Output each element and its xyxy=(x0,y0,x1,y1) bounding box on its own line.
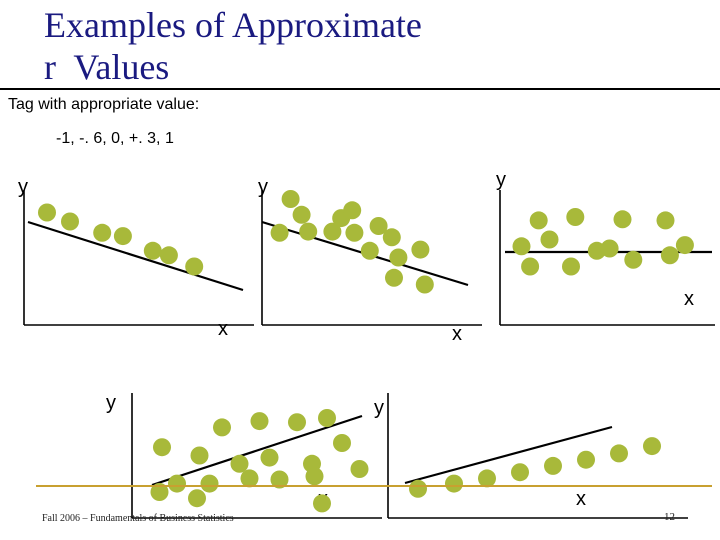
plot2-point xyxy=(385,268,403,287)
plot3-point xyxy=(512,237,531,256)
plot1-point xyxy=(93,223,112,242)
plot3-x-label: x xyxy=(684,288,694,310)
plot4-point xyxy=(213,418,231,437)
plot4-point xyxy=(333,434,351,452)
plot4-y-label: y xyxy=(106,392,116,414)
plot4-point xyxy=(288,413,306,432)
plot3-point xyxy=(675,236,694,255)
plot4-point xyxy=(270,470,289,489)
plot1-point xyxy=(143,241,162,260)
plot5-x-label: x xyxy=(576,488,586,510)
plot2-point xyxy=(343,201,362,220)
plot4-point xyxy=(313,494,331,513)
plot5-point xyxy=(511,463,529,482)
plot2-point xyxy=(411,240,430,259)
plot2-y-label: y xyxy=(258,176,268,198)
plot2-point xyxy=(281,190,300,208)
plot2-point xyxy=(345,223,364,242)
plot3-point xyxy=(562,257,580,276)
plot5-point xyxy=(643,437,661,456)
plot3-point xyxy=(613,210,632,229)
plot3-point xyxy=(624,250,643,269)
slide-title-line1: Examples of Approximate xyxy=(44,5,422,45)
plot2-x-label: x xyxy=(452,323,462,345)
plot3-y-label: y xyxy=(496,169,506,191)
plot4-point xyxy=(260,448,279,467)
plot2-point xyxy=(415,275,434,294)
plot2-point xyxy=(389,248,408,267)
plot1-point xyxy=(38,203,56,222)
plot3-point xyxy=(600,239,619,258)
plot2-point xyxy=(369,217,388,235)
plot4-point xyxy=(240,469,259,488)
plot2-point xyxy=(360,241,379,260)
plot5-y-label: y xyxy=(374,397,384,419)
footer-text: Fall 2006 – Fundamentals of Business Sta… xyxy=(42,513,234,524)
plot4-point xyxy=(200,474,219,493)
plot5-point xyxy=(445,474,463,493)
plot5-point xyxy=(478,469,496,488)
plot3-point xyxy=(521,257,540,276)
plot4-point xyxy=(305,467,324,486)
title-divider xyxy=(0,88,720,90)
plot4-point xyxy=(168,474,186,493)
plot1-point xyxy=(159,246,178,265)
plot5-point xyxy=(409,479,427,498)
slide-title-line2: r Values xyxy=(44,47,170,87)
plot4-point xyxy=(250,412,269,431)
plot3-point xyxy=(656,211,675,230)
plot1-x-label: x xyxy=(218,318,228,340)
plot4-point xyxy=(350,460,369,478)
plot2-point xyxy=(292,205,311,224)
plot4-point xyxy=(188,489,206,508)
plot1-point xyxy=(113,227,132,246)
choice-values: -1, -. 6, 0, +. 3, 1 xyxy=(56,130,174,147)
plot3-point xyxy=(660,246,679,265)
plot3-point xyxy=(529,211,548,230)
page-number: 12 xyxy=(664,511,675,523)
plot2-point xyxy=(299,222,318,241)
plot2-point xyxy=(323,222,342,241)
plot4-point xyxy=(318,409,336,427)
plot4-point xyxy=(150,483,169,501)
instruction-text: Tag with appropriate value: xyxy=(8,96,200,113)
plot2-point xyxy=(270,223,289,242)
plot5-point xyxy=(610,444,628,463)
plot4-point xyxy=(230,454,249,473)
plot5-point xyxy=(544,456,562,475)
plot3-point xyxy=(540,230,559,249)
slide-title: Examples of Approximate r Values xyxy=(44,4,422,88)
plot1-point xyxy=(185,257,204,276)
plot1-y-label: y xyxy=(18,176,28,198)
plot4-point xyxy=(190,446,209,465)
plot5-trend-line xyxy=(404,425,613,485)
plot3-point xyxy=(566,208,585,226)
plot1-trend-line xyxy=(27,220,244,292)
plot1-point xyxy=(61,212,79,231)
plot4-trend-line xyxy=(151,414,363,487)
plot5-point xyxy=(577,450,595,469)
plot4-point xyxy=(153,438,171,457)
plot2-point xyxy=(382,228,401,247)
